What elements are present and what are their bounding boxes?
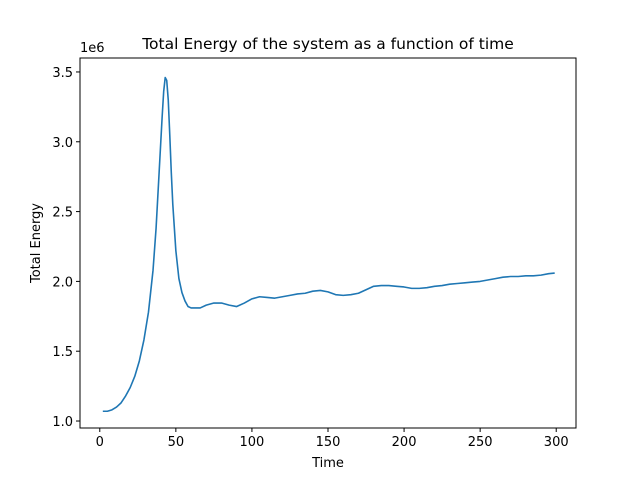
- y-tick-label: 2.5: [52, 206, 73, 221]
- plot-area: [102, 76, 555, 413]
- x-tick-label: 0: [96, 435, 104, 450]
- y-axis: 1.0 1.5 2.0 2.5 3.0 3.5: [52, 66, 80, 430]
- x-tick-label: 150: [316, 435, 341, 450]
- x-tick-label: 250: [468, 435, 493, 450]
- x-tick-label: 200: [392, 435, 417, 450]
- x-axis: 0 50 100 150 200 250 300: [96, 428, 569, 450]
- y-tick-label: 1.5: [52, 345, 73, 360]
- y-axis-label: Total Energy: [29, 203, 44, 284]
- chart-title: Total Energy of the system as a function…: [141, 35, 514, 53]
- series-line: [102, 76, 555, 413]
- y-tick-label: 1.0: [52, 415, 73, 430]
- x-tick-label: 100: [240, 435, 265, 450]
- y-tick-label: 3.5: [52, 66, 73, 81]
- x-tick-label: 300: [544, 435, 569, 450]
- y-tick-label: 3.0: [52, 136, 73, 151]
- y-axis-multiplier: 1e6: [80, 41, 105, 56]
- x-tick-label: 50: [168, 435, 185, 450]
- x-axis-label: Time: [311, 456, 344, 471]
- y-tick-label: 2.0: [52, 275, 73, 290]
